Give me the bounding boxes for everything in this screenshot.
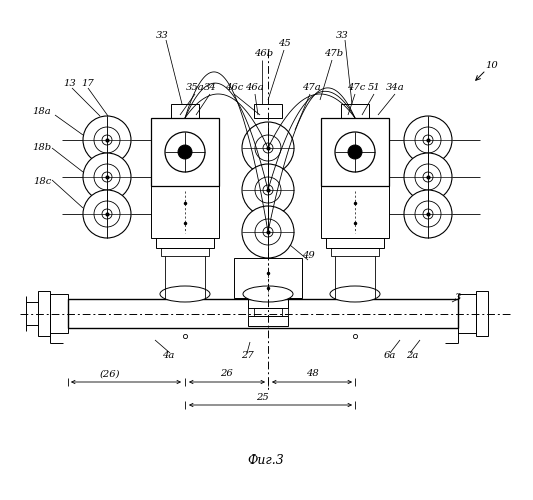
Circle shape	[404, 153, 452, 201]
Bar	[335, 289, 375, 299]
Text: 51: 51	[368, 84, 381, 92]
Bar	[50, 294, 68, 333]
Text: 48: 48	[305, 370, 318, 378]
Circle shape	[242, 122, 294, 174]
Circle shape	[404, 190, 452, 238]
Bar	[254, 104, 282, 118]
Circle shape	[242, 206, 294, 258]
Text: 49: 49	[302, 252, 314, 260]
Ellipse shape	[160, 286, 210, 302]
Text: 34: 34	[204, 84, 216, 92]
Bar	[234, 258, 302, 298]
Bar	[331, 248, 379, 256]
Text: 3: 3	[455, 294, 461, 302]
Circle shape	[102, 135, 112, 145]
Bar	[151, 186, 219, 238]
Circle shape	[102, 172, 112, 182]
Circle shape	[415, 201, 441, 227]
Bar	[171, 104, 199, 118]
Text: 18b: 18b	[33, 144, 52, 152]
Circle shape	[165, 132, 205, 172]
Circle shape	[263, 143, 273, 153]
Text: 6a: 6a	[384, 350, 396, 360]
Circle shape	[263, 227, 273, 237]
Bar	[321, 186, 389, 238]
Ellipse shape	[330, 286, 380, 302]
Text: 47b: 47b	[325, 50, 344, 58]
Bar	[254, 308, 282, 316]
Bar	[68, 299, 458, 328]
Bar	[161, 248, 209, 256]
Text: 45: 45	[278, 40, 290, 48]
Circle shape	[242, 164, 294, 216]
Circle shape	[102, 209, 112, 219]
Circle shape	[83, 190, 131, 238]
Text: 47a: 47a	[302, 84, 320, 92]
Text: 4a: 4a	[162, 350, 174, 360]
Ellipse shape	[243, 286, 293, 302]
Text: 46b: 46b	[254, 50, 273, 58]
Text: (26): (26)	[100, 370, 120, 378]
Circle shape	[348, 145, 362, 159]
Text: 18a: 18a	[33, 108, 51, 116]
Circle shape	[255, 177, 281, 203]
Circle shape	[255, 219, 281, 245]
Text: 35a: 35a	[185, 84, 204, 92]
Text: 46c: 46c	[225, 84, 243, 92]
Text: 2a: 2a	[406, 350, 418, 360]
Bar	[38, 291, 50, 336]
Circle shape	[263, 185, 273, 195]
Circle shape	[255, 135, 281, 161]
Text: 10: 10	[486, 60, 498, 70]
Text: 25: 25	[256, 392, 269, 402]
Bar	[476, 291, 488, 336]
Circle shape	[335, 132, 375, 172]
Bar	[165, 289, 205, 299]
Text: 34a: 34a	[385, 84, 405, 92]
Text: Фиг.3: Фиг.3	[248, 454, 285, 466]
Circle shape	[423, 172, 433, 182]
Text: 13: 13	[63, 80, 76, 88]
Circle shape	[83, 153, 131, 201]
Text: 18c: 18c	[33, 178, 51, 186]
Text: 46a: 46a	[245, 84, 263, 92]
Circle shape	[415, 164, 441, 190]
Text: 47c: 47c	[347, 84, 365, 92]
Text: 33: 33	[156, 30, 168, 40]
Bar	[248, 298, 288, 308]
Bar	[248, 316, 288, 326]
Bar	[341, 104, 369, 118]
Bar	[458, 294, 476, 333]
Circle shape	[178, 145, 192, 159]
Bar	[151, 118, 219, 186]
Circle shape	[404, 116, 452, 164]
Circle shape	[423, 209, 433, 219]
Circle shape	[83, 116, 131, 164]
Bar	[156, 238, 214, 248]
Circle shape	[94, 127, 120, 153]
Text: 27: 27	[240, 350, 253, 360]
Circle shape	[423, 135, 433, 145]
Bar	[321, 118, 389, 186]
Text: 33: 33	[336, 30, 349, 40]
Circle shape	[94, 164, 120, 190]
Text: 17: 17	[82, 80, 94, 88]
Circle shape	[415, 127, 441, 153]
Circle shape	[94, 201, 120, 227]
Bar	[326, 238, 384, 248]
Text: 26: 26	[220, 370, 232, 378]
